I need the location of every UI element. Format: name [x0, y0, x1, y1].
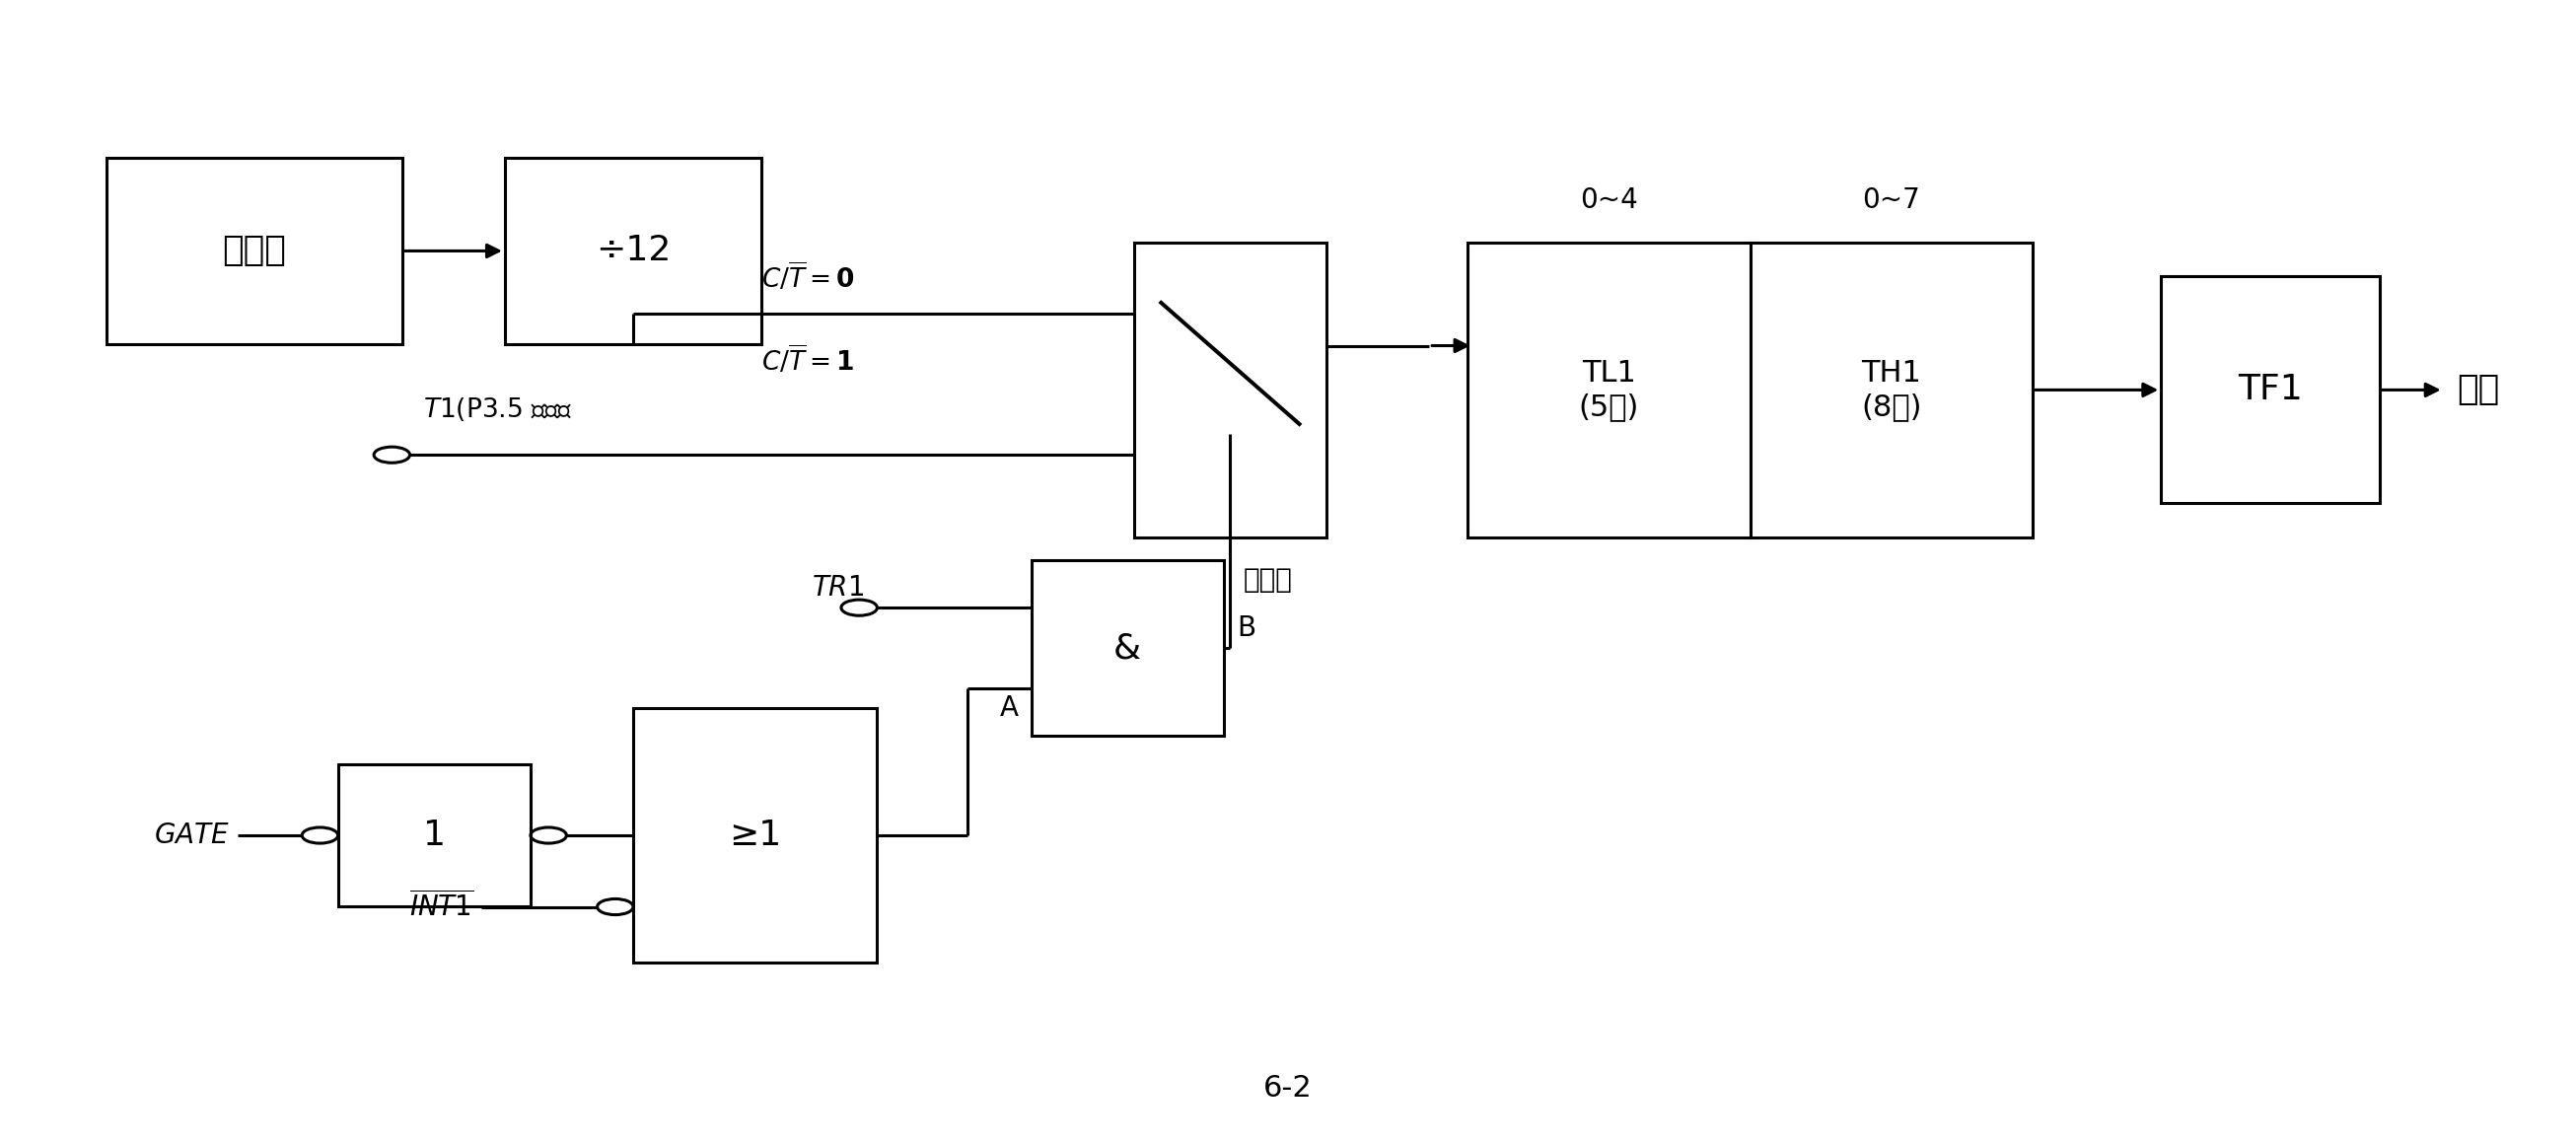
Text: &: &: [1113, 631, 1141, 665]
Text: 1: 1: [422, 818, 446, 852]
Text: TH1
(8位): TH1 (8位): [1860, 359, 1922, 421]
Bar: [106, 158, 402, 344]
Text: 6-2: 6-2: [1262, 1073, 1314, 1102]
Bar: [1030, 560, 1224, 736]
Bar: [634, 708, 878, 964]
Text: 0~7: 0~7: [1862, 186, 1919, 214]
Text: ≥1: ≥1: [729, 818, 781, 852]
Text: 振荡器: 振荡器: [222, 234, 286, 267]
Bar: [1749, 242, 2032, 537]
Text: TF1: TF1: [2239, 373, 2303, 407]
Text: $C/\overline{T}=$$\mathbf{0}$: $C/\overline{T}=$$\mathbf{0}$: [762, 262, 855, 294]
Text: B: B: [1236, 615, 1255, 642]
Bar: [2161, 277, 2380, 503]
Text: 0~4: 0~4: [1579, 186, 1638, 214]
Text: 控制端: 控制端: [1244, 566, 1293, 593]
Text: A: A: [999, 694, 1018, 722]
Bar: [505, 158, 762, 344]
Text: $C/\overline{T}=$$\mathbf{1}$: $C/\overline{T}=$$\mathbf{1}$: [762, 344, 855, 376]
Text: $TR1$: $TR1$: [811, 574, 866, 602]
Bar: [1468, 242, 1749, 537]
Text: $T1$(P3.5 引脚）: $T1$(P3.5 引脚）: [422, 395, 572, 423]
Text: 中断: 中断: [2458, 373, 2499, 407]
Bar: [337, 765, 531, 906]
Text: $GATE$: $GATE$: [155, 822, 229, 849]
Bar: [1133, 242, 1327, 537]
Text: TL1
(5位): TL1 (5位): [1579, 359, 1638, 421]
Text: $\overline{INT1}$: $\overline{INT1}$: [410, 892, 474, 922]
Text: ÷12: ÷12: [595, 234, 670, 267]
